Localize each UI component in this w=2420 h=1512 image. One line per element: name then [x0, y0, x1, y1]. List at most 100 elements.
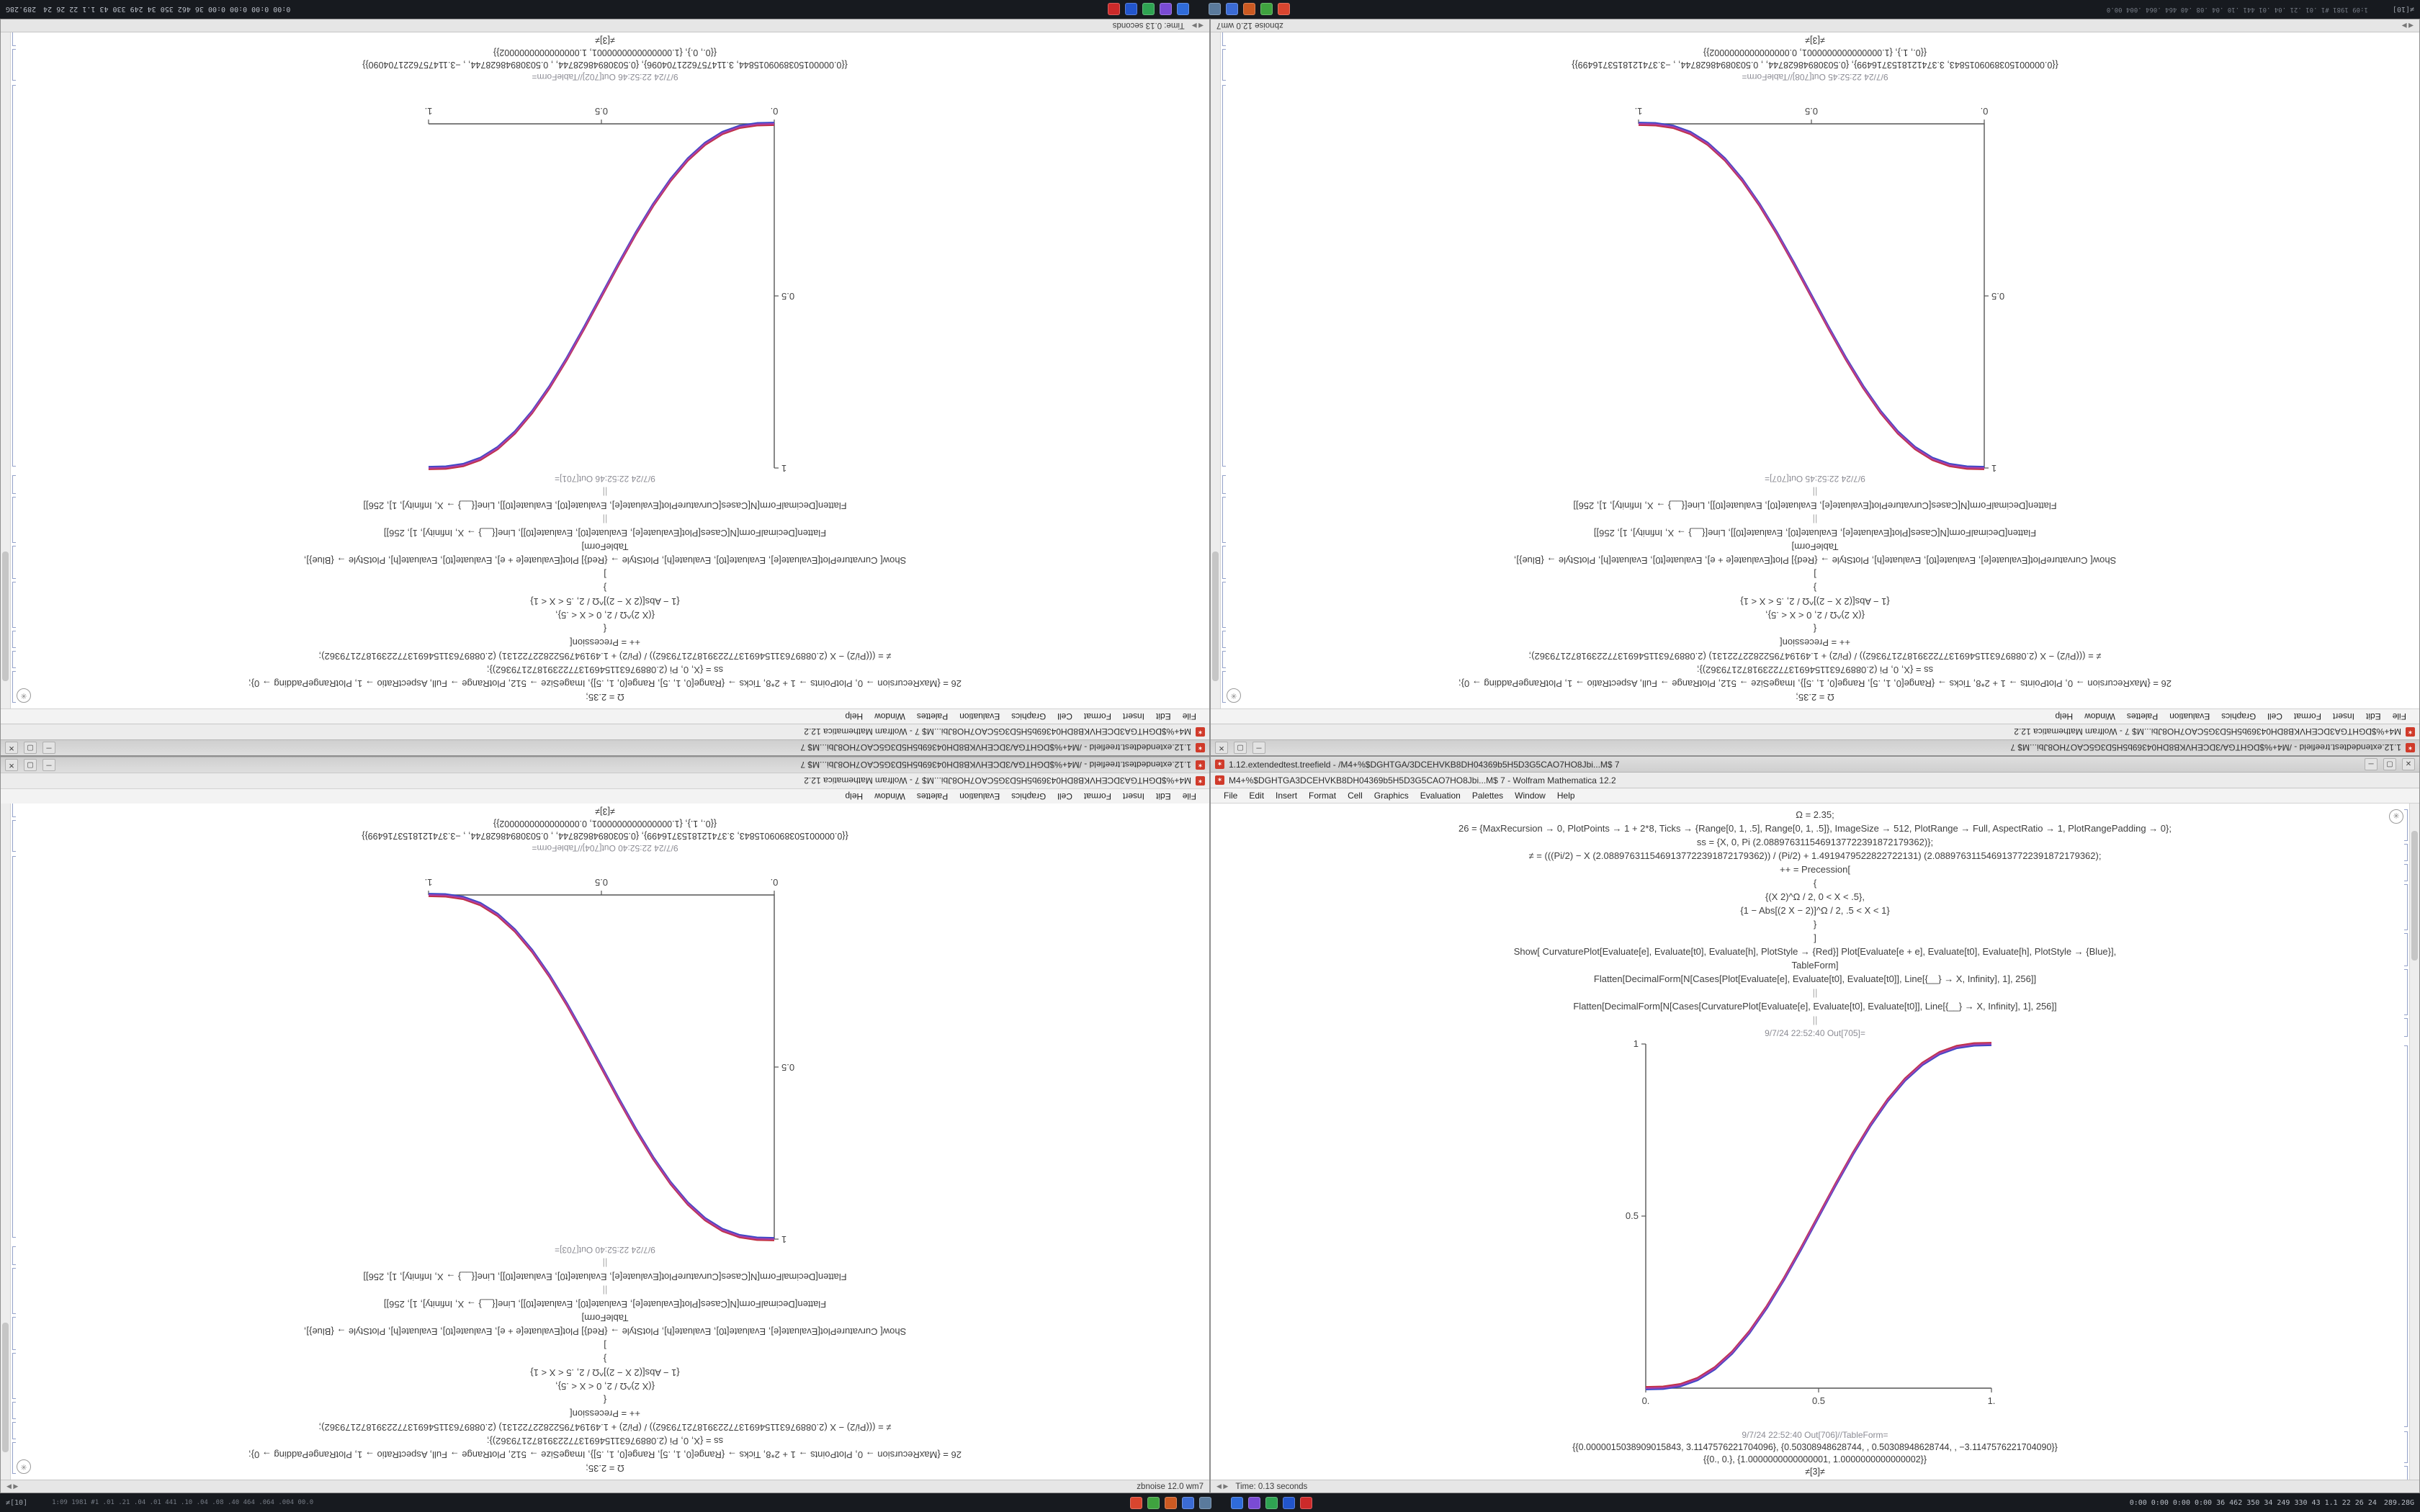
app-titlebar[interactable]: ✶ M4+%$DGHTGA3DCEHVKB8DH04369b5H5D3G5CAO… [1, 773, 1209, 788]
app-titlebar[interactable]: ✶ M4+%$DGHTGA3DCEHVKB8DH04369b5H5D3G5CAO… [1211, 724, 2419, 739]
cell-bracket[interactable] [1222, 582, 1226, 628]
cell-bracket[interactable] [1222, 671, 1226, 703]
chat-icon[interactable] [1265, 1496, 1278, 1509]
cell-brackets[interactable] [1222, 32, 1228, 708]
menu-file[interactable]: File [1182, 711, 1196, 721]
cell-bracket[interactable] [12, 1442, 16, 1474]
settings-icon[interactable] [1208, 3, 1221, 16]
menu-edit[interactable]: Edit [2365, 711, 2381, 721]
assistant-icon[interactable]: ✳ [1227, 688, 1241, 703]
cell-bracket[interactable] [12, 32, 16, 46]
vertical-scrollbar[interactable] [2409, 804, 2419, 1480]
horizontal-scroll-arrows[interactable]: ◀ ▶ [1191, 22, 1204, 30]
menu-window[interactable]: Window [874, 711, 905, 721]
menu-window[interactable]: Window [2084, 711, 2115, 721]
assistant-icon[interactable]: ✳ [2389, 809, 2403, 824]
cell-bracket[interactable] [12, 804, 16, 817]
cell-bracket[interactable] [2404, 1018, 2408, 1037]
menu-palettes[interactable]: Palettes [2126, 711, 2159, 721]
scrollbar-thumb[interactable] [2, 552, 9, 681]
maximize-button[interactable]: ▢ [24, 759, 37, 771]
minimize-button[interactable]: ─ [2365, 758, 2378, 770]
cell-bracket[interactable] [2404, 1466, 2408, 1480]
menu-edit[interactable]: Edit [1249, 791, 1265, 801]
menu-help[interactable]: Help [845, 711, 864, 721]
close-button[interactable]: ✕ [5, 759, 18, 771]
assistant-icon[interactable]: ✳ [17, 688, 31, 703]
cell-bracket[interactable] [2404, 844, 2408, 861]
scrollbar-thumb[interactable] [2411, 831, 2418, 960]
assistant-icon[interactable]: ✳ [17, 1459, 31, 1474]
cell-bracket[interactable] [2404, 1431, 2408, 1463]
menu-evaluation[interactable]: Evaluation [959, 791, 1000, 801]
system-monitor-icon[interactable] [1260, 3, 1273, 16]
cell-bracket[interactable] [2404, 933, 2408, 966]
close-button[interactable]: ✕ [1215, 742, 1228, 754]
cell-bracket[interactable] [12, 820, 16, 852]
cell-bracket[interactable] [12, 475, 16, 494]
cell-bracket[interactable] [1222, 475, 1226, 494]
menu-window[interactable]: Window [1515, 791, 1546, 801]
terminal-icon[interactable] [1182, 1496, 1195, 1509]
cell-bracket[interactable] [2404, 809, 2408, 841]
media-icon[interactable] [1107, 3, 1120, 16]
package-icon[interactable] [1248, 1496, 1261, 1509]
menu-format[interactable]: Format [1309, 791, 1337, 801]
minimize-button[interactable]: ─ [1252, 742, 1265, 754]
minimize-button[interactable]: ─ [42, 742, 55, 754]
menu-cell[interactable]: Cell [1057, 791, 1072, 801]
cell-bracket[interactable] [12, 1268, 16, 1314]
browser-icon[interactable] [1231, 1496, 1244, 1509]
files-icon[interactable] [1242, 3, 1255, 16]
cell-bracket[interactable] [2404, 969, 2408, 1015]
cell-bracket[interactable] [12, 856, 16, 1238]
chat-icon[interactable] [1142, 3, 1155, 16]
menu-insert[interactable]: Insert [2332, 711, 2354, 721]
close-button[interactable]: ✕ [2402, 758, 2415, 770]
menu-cell[interactable]: Cell [1348, 791, 1363, 801]
cell-bracket[interactable] [12, 582, 16, 628]
menu-insert[interactable]: Insert [1122, 711, 1144, 721]
mail-icon[interactable] [1124, 3, 1137, 16]
firefox-icon[interactable] [1130, 1496, 1143, 1509]
cell-bracket[interactable] [1222, 497, 1226, 543]
mail-icon[interactable] [1283, 1496, 1296, 1509]
cell-bracket[interactable] [12, 49, 16, 81]
menu-insert[interactable]: Insert [1276, 791, 1298, 801]
horizontal-scroll-arrows[interactable]: ◀ ▶ [2401, 22, 2414, 30]
close-button[interactable]: ✕ [5, 742, 18, 754]
menu-help[interactable]: Help [1556, 791, 1575, 801]
menu-palettes[interactable]: Palettes [1471, 791, 1504, 801]
window-titlebar[interactable]: ✶ 1.12.extendedtest.treefield - /M4+%$DG… [1211, 739, 2419, 755]
firefox-icon[interactable] [1277, 3, 1290, 16]
cell-bracket[interactable] [12, 631, 16, 648]
menu-cell[interactable]: Cell [2267, 711, 2282, 721]
menu-palettes[interactable]: Palettes [916, 791, 949, 801]
terminal-icon[interactable] [1225, 3, 1238, 16]
cell-bracket[interactable] [12, 1246, 16, 1265]
cell-bracket[interactable] [12, 1317, 16, 1350]
menu-evaluation[interactable]: Evaluation [2169, 711, 2210, 721]
settings-icon[interactable] [1199, 1496, 1212, 1509]
vertical-scrollbar[interactable] [1, 804, 11, 1480]
menu-help[interactable]: Help [845, 791, 864, 801]
cell-bracket[interactable] [1222, 85, 1226, 467]
cell-bracket[interactable] [1222, 49, 1226, 81]
cell-brackets[interactable] [2402, 804, 2408, 1480]
system-monitor-icon[interactable] [1147, 1496, 1160, 1509]
cell-bracket[interactable] [2404, 1045, 2408, 1427]
menu-file[interactable]: File [2392, 711, 2406, 721]
scrollbar-thumb[interactable] [2, 1323, 9, 1452]
menu-evaluation[interactable]: Evaluation [959, 711, 1000, 721]
cell-bracket[interactable] [2404, 864, 2408, 881]
cell-bracket[interactable] [12, 85, 16, 467]
menu-graphics[interactable]: Graphics [1373, 791, 1409, 801]
cell-bracket[interactable] [2404, 884, 2408, 930]
taskbar-top[interactable]: ≠[10] 1:09 1981 #1 .01 .21 .04 .01 441 .… [0, 0, 2420, 19]
maximize-button[interactable]: ▢ [1234, 742, 1247, 754]
cell-bracket[interactable] [12, 1353, 16, 1399]
media-icon[interactable] [1300, 1496, 1313, 1509]
taskbar-bottom[interactable]: ≠[10] 1:09 1981 #1 .01 .21 .04 .01 441 .… [0, 1493, 2420, 1512]
menu-window[interactable]: Window [874, 791, 905, 801]
menu-file[interactable]: File [1182, 791, 1196, 801]
